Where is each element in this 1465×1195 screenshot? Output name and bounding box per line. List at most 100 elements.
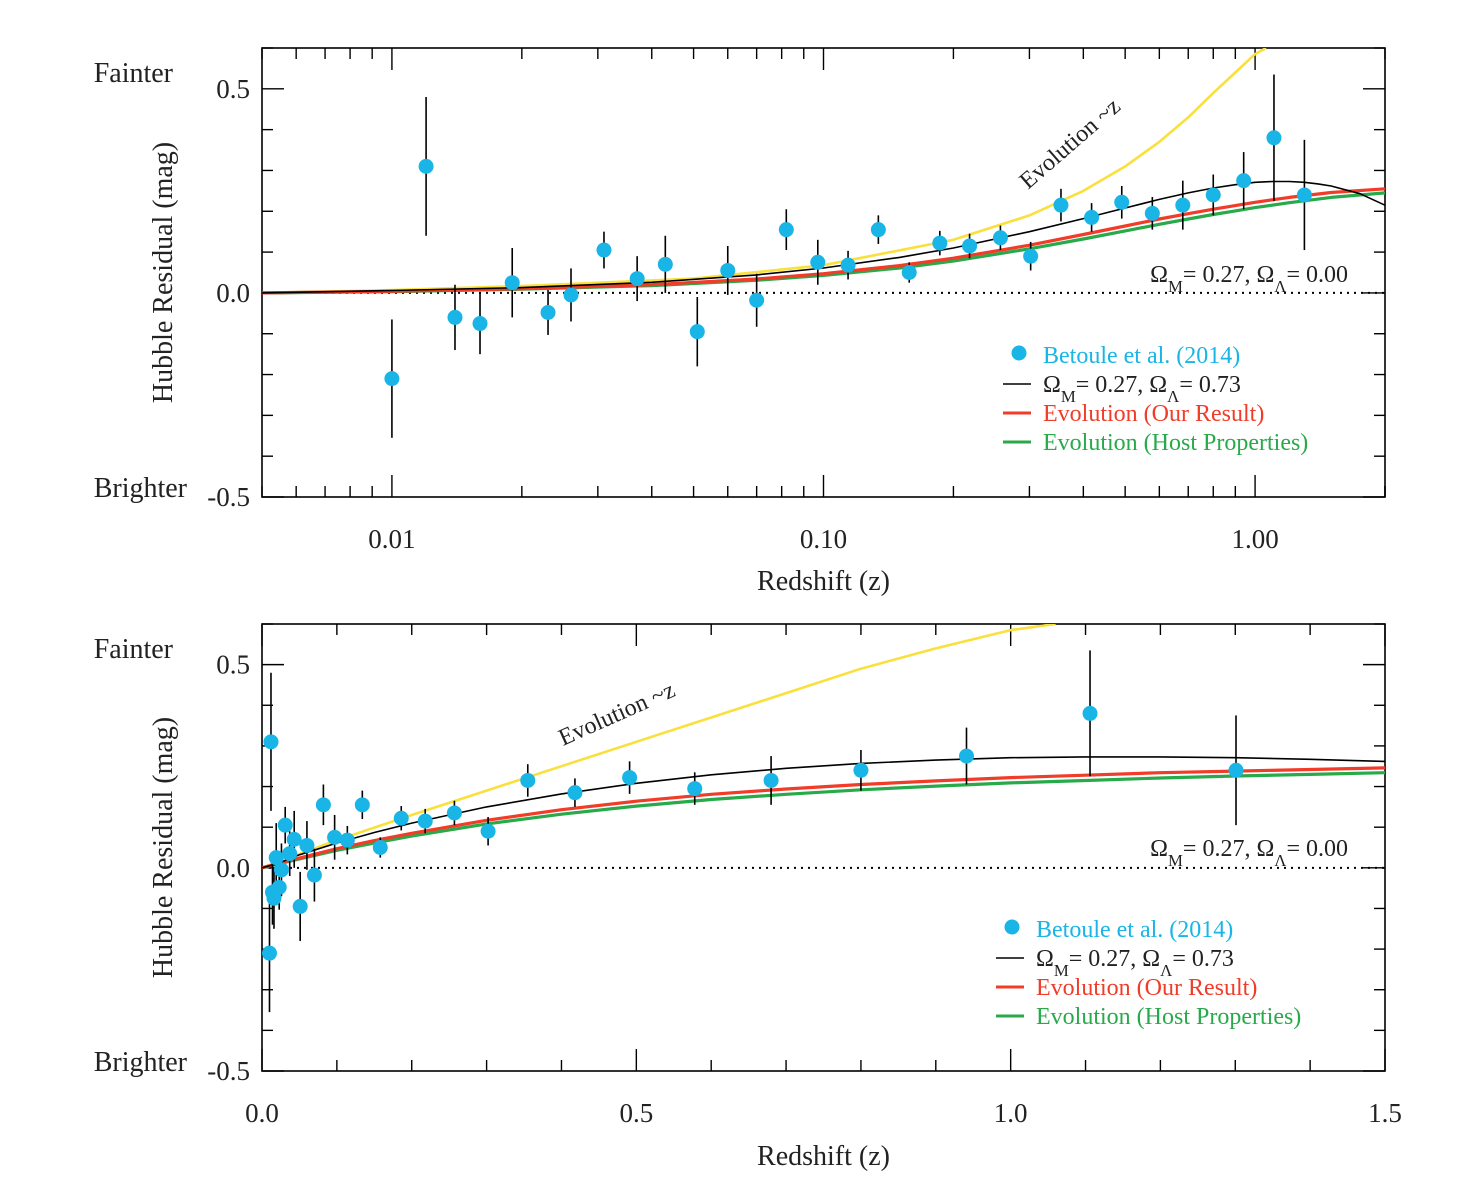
x-tick-label: 0.01: [368, 524, 415, 554]
data-point: [853, 762, 869, 778]
panel-linear: -0.5 0.0 0.5 0.0 0.5 1.0 1.5 Redshift (z) Hubble…: [94, 623, 1402, 1172]
data-point: [339, 832, 355, 848]
data-point: [870, 222, 886, 238]
data-point: [1144, 205, 1160, 221]
x-tick-label: 0.10: [800, 524, 847, 554]
evolution-annotation: Evolution ~z: [1015, 93, 1126, 194]
data-point: [384, 371, 400, 387]
data-point: [327, 829, 343, 845]
panel-log: -0.5 0.0 0.5 0.01 0.10 1.00 Redshift (z) Hubble…: [94, 47, 1386, 597]
y-tick-label: -0.5: [207, 1056, 250, 1086]
legend-marker: [1004, 919, 1020, 935]
data-point: [1266, 130, 1282, 146]
data-point: [1023, 248, 1039, 264]
evolution-annotation: Evolution ~z: [555, 677, 679, 751]
series-line: [262, 48, 1267, 295]
data-point: [1228, 762, 1244, 778]
data-point: [299, 837, 315, 853]
plot-area: [262, 624, 1385, 1013]
data-point: [354, 797, 370, 813]
data-point: [1296, 187, 1312, 203]
x-tick-label: 0.5: [619, 1098, 653, 1128]
data-point: [901, 265, 917, 280]
legend-label: Evolution (Host Properties): [1043, 430, 1308, 456]
data-point: [563, 287, 579, 303]
data-point: [778, 222, 794, 238]
legend: Betoule et al. (2014) ΩM= 0.27, ΩΛ= 0.73 E…: [996, 917, 1301, 1030]
data-point: [1175, 197, 1191, 213]
y-axis-title: Hubble Residual (mag): [148, 142, 179, 403]
data-point: [292, 898, 308, 914]
data-point: [720, 262, 736, 278]
data-point: [1053, 197, 1069, 213]
reference-label: ΩM= 0.27, ΩΛ= 0.00: [1150, 836, 1348, 870]
data-point: [629, 271, 645, 287]
fainter-label: Fainter: [94, 634, 174, 665]
reference-label: ΩM= 0.27, ΩΛ= 0.00: [1150, 262, 1348, 296]
data-point: [418, 158, 434, 174]
series-line: [262, 180, 1385, 294]
data-point: [1205, 187, 1221, 203]
data-point: [447, 309, 463, 325]
x-tick-label: 1.5: [1368, 1098, 1402, 1128]
brighter-label: Brighter: [94, 1047, 188, 1078]
legend-label: ΩM= 0.27, ΩΛ= 0.73: [1043, 372, 1241, 406]
data-point: [810, 254, 826, 270]
data-point: [763, 772, 779, 788]
legend-marker: [1011, 345, 1027, 361]
legend: Betoule et al. (2014)ΩM= 0.27, ΩΛ= 0.73E…: [1003, 343, 1308, 456]
data-point: [992, 230, 1008, 246]
y-tick-label: 0.5: [216, 74, 250, 104]
data-point: [504, 275, 520, 291]
legend-label: ΩM= 0.27, ΩΛ= 0.73: [1036, 946, 1234, 980]
data-point: [268, 850, 284, 866]
data-point: [1084, 209, 1100, 225]
data-point: [263, 734, 279, 750]
plot-area: [262, 48, 1385, 438]
x-axis-title: Redshift (z): [757, 566, 890, 597]
data-point: [277, 817, 293, 833]
plot-frame: [261, 623, 1386, 1072]
data-point: [472, 316, 488, 332]
data-point: [1114, 194, 1130, 210]
data-point: [446, 805, 462, 821]
y-tick-label: -0.5: [207, 482, 250, 512]
data-point: [271, 879, 287, 895]
data-point: [315, 797, 331, 813]
data-point: [540, 305, 556, 321]
data-point: [958, 748, 974, 764]
x-tick-label: 1.00: [1231, 524, 1278, 554]
data-point: [687, 781, 703, 797]
data-point: [273, 862, 289, 878]
data-point: [480, 823, 496, 839]
data-point: [306, 867, 322, 883]
series-line: [262, 187, 1385, 295]
data-point: [393, 810, 409, 826]
legend-label: Betoule et al. (2014): [1043, 343, 1240, 369]
data-point: [262, 945, 277, 961]
data-point: [689, 324, 705, 340]
x-tick-label: 0.0: [245, 1098, 279, 1128]
legend-label: Evolution (Our Result): [1043, 401, 1264, 427]
data-point: [1236, 173, 1252, 189]
fainter-label: Fainter: [94, 58, 174, 89]
x-axis-title: Redshift (z): [757, 1141, 890, 1172]
data-point: [840, 257, 856, 273]
data-point: [932, 235, 948, 251]
data-point: [567, 785, 583, 801]
y-tick-label: 0.0: [216, 278, 250, 308]
data-point: [282, 846, 298, 862]
data-point: [657, 256, 673, 272]
data-point: [749, 292, 765, 308]
legend-label: Betoule et al. (2014): [1036, 917, 1233, 943]
data-point: [520, 772, 536, 788]
data-point: [286, 831, 302, 847]
legend-label: Evolution (Host Properties): [1036, 1004, 1301, 1030]
data-point: [372, 840, 388, 855]
brighter-label: Brighter: [94, 473, 188, 504]
data-point: [417, 813, 433, 829]
data-point: [1082, 705, 1098, 721]
series-line: [262, 766, 1385, 870]
data-point: [622, 770, 638, 786]
